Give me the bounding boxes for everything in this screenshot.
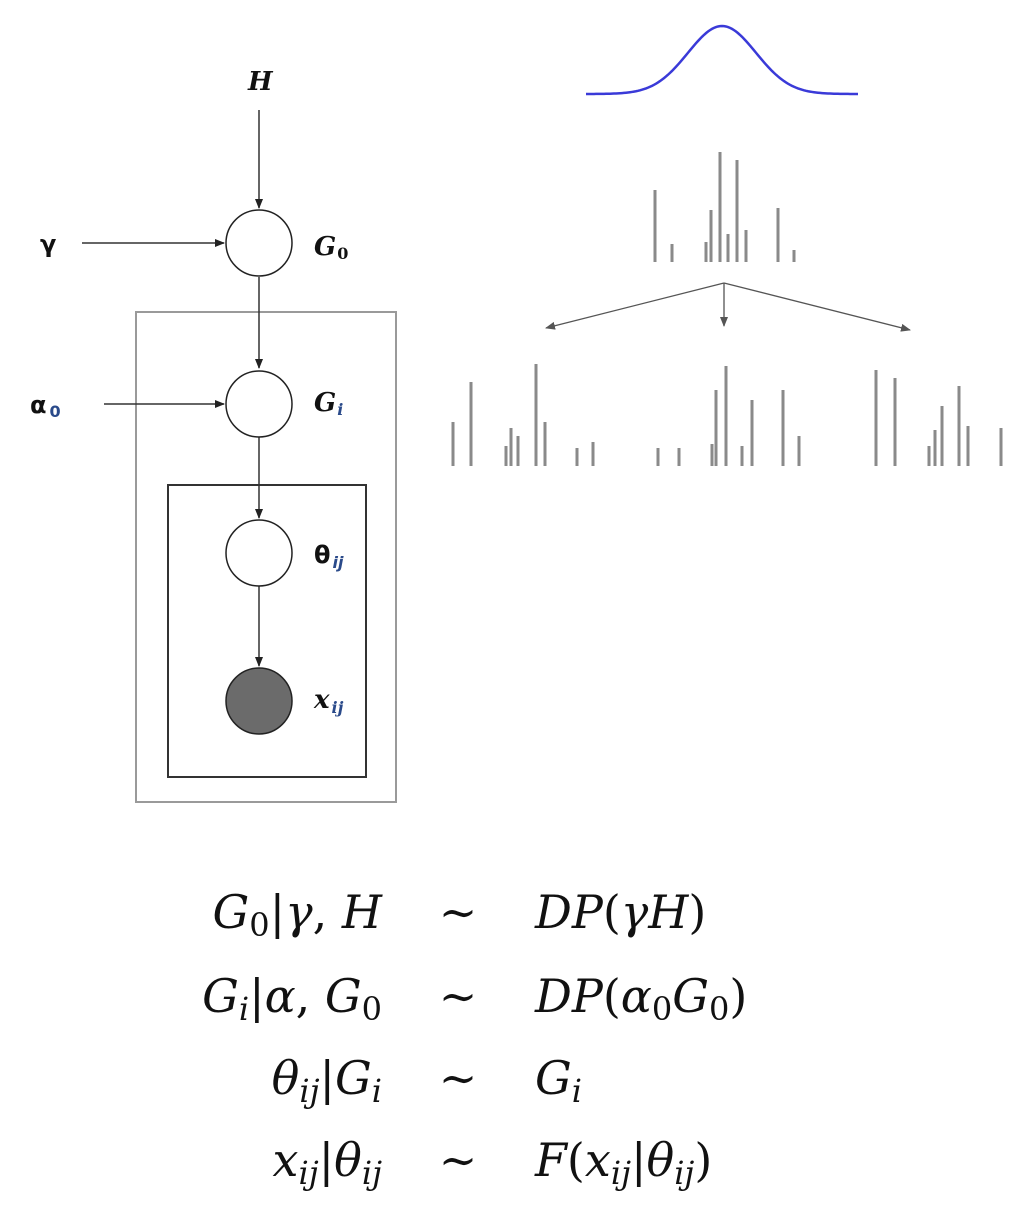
model-equations: G0|γ, H ∼ DP(γH) Gi|α, G0 ∼ DP(α0G0) θij… bbox=[202, 885, 747, 1192]
eq-2-lhs: Gi|α, G0 bbox=[202, 969, 382, 1028]
label-gamma: γ bbox=[40, 230, 56, 258]
inner-plate bbox=[167, 484, 367, 778]
group-spikes-left bbox=[451, 364, 595, 466]
eq-4-lhs: xij|θij bbox=[273, 1133, 383, 1192]
global-spikes bbox=[653, 152, 796, 262]
eq-2-rel: ∼ bbox=[439, 969, 478, 1023]
eq-1-rel: ∼ bbox=[439, 885, 478, 939]
eq-1-lhs: G0|γ, H bbox=[213, 885, 383, 944]
eq-3-rel: ∼ bbox=[439, 1051, 478, 1105]
label-h: H bbox=[247, 67, 274, 97]
label-gi: Gi bbox=[314, 388, 343, 419]
label-theta: θ ij bbox=[314, 541, 344, 572]
eq-1-rhs: DP(γH) bbox=[534, 885, 706, 939]
branch-right bbox=[723, 282, 911, 332]
group-spikes-middle bbox=[656, 366, 801, 466]
eq-2-rhs: DP(α0G0) bbox=[534, 969, 747, 1028]
node-theta bbox=[225, 519, 293, 587]
node-g0 bbox=[225, 209, 293, 277]
node-x-observed bbox=[225, 667, 293, 735]
eq-3-rhs: Gi bbox=[535, 1051, 582, 1110]
node-gi bbox=[225, 370, 293, 438]
base-measure-curve bbox=[585, 24, 859, 96]
eq-4-rhs: F(xij|θij) bbox=[534, 1133, 712, 1192]
branch-left bbox=[545, 282, 725, 330]
eq-4-rel: ∼ bbox=[439, 1133, 478, 1187]
outer-plate bbox=[135, 311, 397, 803]
label-g0: G0 bbox=[314, 232, 348, 263]
label-x: x ij bbox=[313, 685, 344, 717]
group-spikes-right bbox=[874, 370, 1003, 466]
eq-3-lhs: θij|Gi bbox=[272, 1051, 382, 1110]
